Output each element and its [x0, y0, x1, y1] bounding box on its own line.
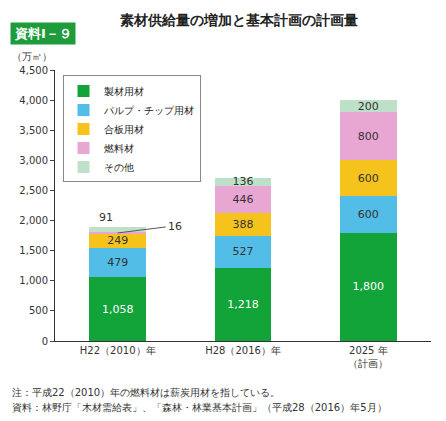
- svg-text:1,058: 1,058: [102, 303, 134, 316]
- svg-text:2025 年（計画）: 2025 年（計画）: [348, 345, 388, 369]
- svg-text:136: 136: [233, 175, 254, 188]
- svg-text:1,500: 1,500: [19, 245, 48, 256]
- svg-text:600: 600: [358, 172, 379, 185]
- svg-text:資料：林野庁「木材需給表」、「森林・林業基本計画」（平成28: 資料：林野庁「木材需給表」、「森林・林業基本計画」（平成28（2016）年5月）: [12, 402, 387, 413]
- svg-text:3,000: 3,000: [19, 155, 48, 166]
- svg-text:1,000: 1,000: [19, 275, 48, 286]
- svg-text:3,500: 3,500: [19, 125, 48, 136]
- svg-text:1,218: 1,218: [227, 298, 259, 311]
- svg-text:2,500: 2,500: [19, 185, 48, 196]
- svg-text:資料Ⅰ－９: 資料Ⅰ－９: [14, 26, 72, 41]
- svg-text:200: 200: [358, 100, 379, 113]
- svg-text:合板用材: 合板用材: [104, 124, 144, 135]
- svg-text:91: 91: [99, 211, 113, 224]
- svg-text:4,000: 4,000: [19, 95, 48, 106]
- svg-text:0: 0: [42, 336, 48, 347]
- svg-text:燃料材: 燃料材: [104, 143, 134, 154]
- svg-text:500: 500: [29, 305, 48, 316]
- svg-text:600: 600: [358, 208, 379, 221]
- svg-text:388: 388: [233, 218, 254, 231]
- svg-text:249: 249: [107, 234, 128, 247]
- svg-text:その他: その他: [104, 162, 134, 173]
- svg-text:4,500: 4,500: [19, 65, 48, 76]
- svg-text:479: 479: [107, 256, 128, 269]
- svg-text:16: 16: [168, 220, 182, 233]
- svg-text:（万㎥）: （万㎥）: [12, 51, 52, 62]
- svg-text:2,000: 2,000: [19, 215, 48, 226]
- svg-text:素材供給量の増加と基本計画の計画量: 素材供給量の増加と基本計画の計画量: [120, 12, 358, 28]
- svg-text:1,800: 1,800: [353, 280, 385, 293]
- svg-text:446: 446: [233, 193, 254, 206]
- svg-text:H22（2010）年: H22（2010）年: [80, 345, 156, 356]
- svg-text:製材用材: 製材用材: [104, 86, 144, 97]
- svg-text:注：平成22（2010）年の燃料材は薪炭用材を指している。: 注：平成22（2010）年の燃料材は薪炭用材を指している。: [12, 387, 280, 398]
- svg-text:800: 800: [358, 130, 379, 143]
- svg-text:パルプ・チップ用材: パルプ・チップ用材: [103, 105, 194, 116]
- svg-text:H28（2016）年: H28（2016）年: [205, 345, 281, 356]
- svg-text:527: 527: [233, 245, 254, 258]
